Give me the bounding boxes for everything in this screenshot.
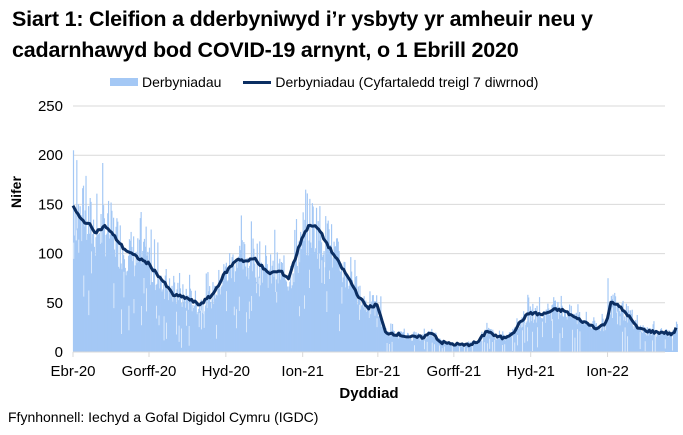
y-tick-label: 0 xyxy=(55,344,63,361)
title-line-1: Siart 1: Cleifion a dderbyniwyd i’r ysby… xyxy=(12,7,593,31)
x-tick-label: Ebr-21 xyxy=(355,363,400,380)
chart-title: Siart 1: Cleifion a dderbyniwyd i’r ysby… xyxy=(12,4,593,66)
x-tick-label: Hyd-20 xyxy=(202,363,250,380)
source-note: Ffynhonnell: Iechyd a Gofal Digidol Cymr… xyxy=(8,409,319,425)
x-tick-label: Hyd-21 xyxy=(507,363,555,380)
x-tick-label: Ion-22 xyxy=(586,363,629,380)
y-tick-label: 50 xyxy=(46,295,63,312)
legend-item-line: Derbyniadau (Cyfartaledd treigl 7 diwrno… xyxy=(243,74,538,90)
bar-swatch-icon xyxy=(110,78,138,86)
x-tick-label: Ebr-20 xyxy=(50,363,95,380)
chart-legend: Derbyniadau Derbyniadau (Cyfartaledd tre… xyxy=(110,74,560,90)
legend-label-line: Derbyniadau (Cyfartaledd treigl 7 diwrno… xyxy=(275,74,539,90)
y-tick-label: 150 xyxy=(38,196,63,213)
line-swatch-icon xyxy=(243,80,272,84)
y-tick-label: 100 xyxy=(38,246,63,263)
legend-item-bars: Derbyniadau xyxy=(110,74,221,90)
x-tick-label: Ion-21 xyxy=(281,363,324,380)
legend-label-bars: Derbyniadau xyxy=(142,74,222,90)
y-tick-label: 250 xyxy=(38,98,63,115)
x-tick-label: Gorff-20 xyxy=(122,363,177,380)
y-axis-label: Nifer xyxy=(8,176,24,208)
x-axis-label: Dyddiad xyxy=(339,385,399,402)
x-tick-label: Gorff-21 xyxy=(426,363,481,380)
rolling-average-line xyxy=(71,204,678,348)
y-tick-label: 200 xyxy=(38,147,63,164)
title-line-2: cadarnhawyd bod COVID-19 arnynt, o 1 Ebr… xyxy=(12,38,519,62)
daily-admissions-bars xyxy=(72,150,678,370)
